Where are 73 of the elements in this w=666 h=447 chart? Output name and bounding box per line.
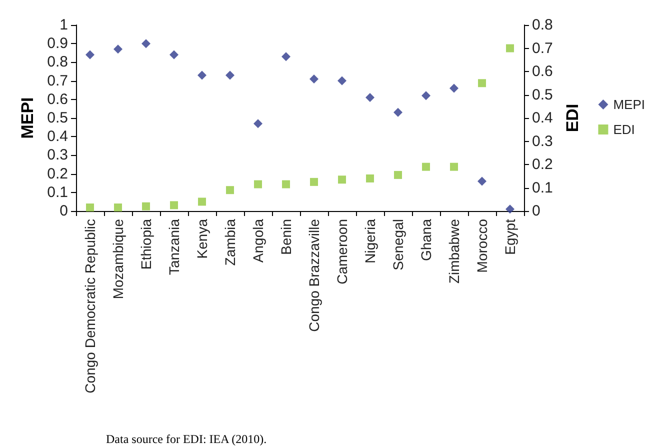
y2-tick-label: 0.8	[532, 16, 553, 34]
x-tick-label: Kenya	[194, 218, 210, 259]
x-tick-label: Angola	[250, 218, 266, 263]
legend-label: MEPI	[613, 97, 646, 112]
legend-label: EDI	[613, 122, 635, 137]
point	[394, 170, 402, 179]
y2-tick-label: 0.3	[532, 132, 553, 150]
y-tick-label: 0.7	[47, 72, 68, 90]
point	[422, 162, 430, 171]
y-tick-label: 0.9	[47, 35, 68, 52]
y2-tick-label: 0.4	[532, 110, 553, 126]
x-tick-label: Congo Brazzaville	[306, 218, 322, 332]
x-tick-label: Cameroon	[334, 219, 350, 284]
y-tick-label: 0.3	[47, 146, 68, 164]
y-tick-label: 0	[60, 202, 68, 220]
y2-tick-label: 0.7	[532, 40, 553, 57]
x-tick-label: Zambia	[222, 218, 238, 266]
y-tick-label: 0.6	[47, 90, 68, 108]
x-tick-label: Benin	[278, 219, 294, 255]
point	[450, 84, 458, 93]
y-tick-label: 0.4	[47, 128, 68, 146]
source-note: Data source for EDI: IEA (2010).	[106, 432, 267, 446]
point	[338, 76, 346, 86]
y-tick-label: 1	[60, 16, 68, 34]
point	[170, 201, 178, 210]
x-tick-label: Congo Democratic Republic	[82, 219, 98, 394]
point	[310, 178, 318, 186]
point	[478, 176, 486, 186]
point	[394, 108, 402, 117]
point	[422, 91, 430, 100]
x-tick-label: Tanzania	[166, 218, 182, 276]
point	[310, 74, 318, 84]
y2-tick-label: 0.2	[532, 156, 553, 173]
point	[506, 44, 514, 52]
y2-tick-label: 0	[532, 202, 540, 220]
x-tick-label: Zimbabwe	[446, 218, 462, 284]
x-tick-label: Morocco	[474, 218, 490, 273]
y-tick-label: 0.8	[47, 54, 68, 71]
point	[142, 202, 150, 210]
point	[478, 79, 486, 88]
y2-tick-label: 0.1	[532, 179, 553, 196]
x-tick-label: Mozambique	[110, 218, 126, 300]
point	[338, 176, 346, 184]
point	[226, 70, 234, 80]
x-tick-label: Nigeria	[362, 218, 378, 264]
point	[198, 70, 206, 80]
point	[86, 50, 94, 60]
point	[114, 204, 122, 212]
x-tick-label: Egypt	[502, 218, 518, 255]
point	[170, 50, 178, 60]
y2-tick-label: 0.6	[532, 63, 553, 80]
y-tick-label: 0.5	[47, 110, 68, 126]
y2-tick-label: 0.5	[532, 86, 553, 104]
x-tick-label: Ghana	[418, 218, 434, 262]
x-tick-label: Senegal	[390, 219, 406, 270]
point	[114, 44, 122, 54]
point	[366, 174, 374, 182]
y-tick-label: 0.2	[47, 165, 68, 182]
point	[254, 180, 262, 188]
point	[506, 204, 514, 214]
x-tick-label: Ethiopia	[138, 218, 154, 270]
point	[282, 52, 290, 62]
point	[450, 162, 458, 171]
point	[142, 39, 150, 48]
y2-axis-title: EDI	[562, 104, 582, 132]
point	[254, 119, 262, 128]
point	[226, 186, 234, 194]
point	[198, 198, 206, 206]
point	[86, 204, 94, 212]
y-axis-title: MEPI	[18, 97, 38, 139]
point	[366, 93, 374, 102]
point	[282, 180, 290, 188]
y-tick-label: 0.1	[47, 184, 68, 201]
